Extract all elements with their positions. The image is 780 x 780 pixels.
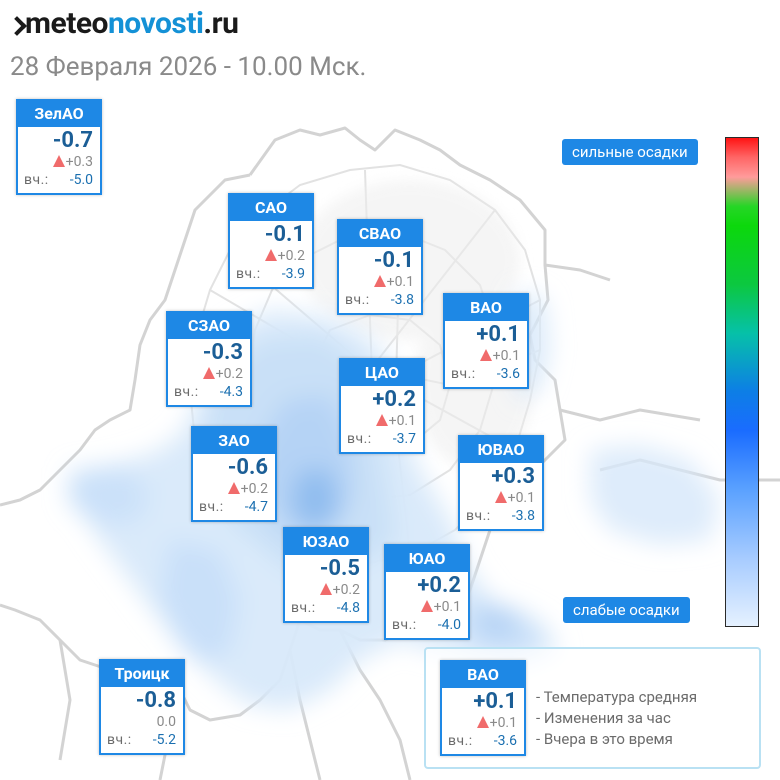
district-change: +0.1: [442, 715, 524, 732]
district-name: ЮЗАО: [285, 529, 367, 555]
increase-triangle-icon: [494, 491, 507, 503]
district-name: ВАО: [442, 662, 524, 688]
district-card-sao: САО -0.1 +0.2 вч.: -3.9: [228, 193, 314, 289]
legend-box: ВАО +0.1 +0.1 вч.: -3.6 - Температура сре…: [424, 647, 761, 769]
district-name: ЦАО: [341, 360, 423, 386]
increase-triangle-icon: [476, 716, 489, 728]
district-card-svao: СВАО -0.1 +0.1 вч.: -3.8: [337, 219, 423, 315]
increase-triangle-icon: [202, 367, 215, 379]
increase-triangle-icon: [420, 600, 433, 612]
district-yesterday: вч.: -3.8: [345, 292, 414, 308]
district-change: +0.1: [339, 274, 421, 291]
district-card-zelao: ЗелАО -0.7 +0.3 вч.: -5.0: [16, 99, 102, 195]
district-yesterday: вч.: -4.0: [392, 617, 461, 633]
district-temperature: +0.1: [476, 322, 520, 347]
increase-triangle-icon: [227, 482, 240, 494]
district-yesterday: вч.: -4.3: [174, 384, 243, 400]
district-card-cao: ЦАО +0.2 +0.1 вч.: -3.7: [339, 358, 425, 454]
precip-low-label: слабые осадки: [563, 597, 690, 623]
district-yesterday: вч.: -5.0: [24, 172, 93, 188]
district-temperature: -0.1: [373, 248, 414, 273]
district-temperature: -0.5: [319, 556, 360, 581]
district-temperature: +0.3: [491, 464, 535, 489]
district-temperature: -0.8: [135, 688, 176, 713]
district-yesterday: вч.: -3.8: [466, 508, 535, 524]
forecast-date-title: 28 Февраля 2026 - 10.00 Мск.: [10, 52, 367, 82]
district-card-yuao: ЮАО +0.2 +0.1 вч.: -4.0: [384, 544, 470, 640]
district-yesterday: вч.: -3.9: [236, 266, 305, 282]
increase-triangle-icon: [264, 249, 277, 261]
district-card-vao: ВАО +0.1 +0.1 вч.: -3.6: [443, 293, 529, 389]
district-yesterday: вч.: -3.6: [451, 366, 520, 382]
district-name: Троицк: [101, 661, 183, 687]
district-yesterday: вч.: -3.7: [347, 431, 416, 447]
legend-sample-card: ВАО +0.1 +0.1 вч.: -3.6: [440, 660, 526, 756]
district-yesterday: вч.: -3.6: [448, 733, 517, 749]
district-change: +0.2: [285, 582, 367, 599]
district-name: САО: [230, 195, 312, 221]
increase-triangle-icon: [52, 155, 65, 167]
district-temperature: +0.2: [372, 387, 416, 412]
increase-triangle-icon: [373, 275, 386, 287]
district-card-yuzao: ЮЗАО -0.5 +0.2 вч.: -4.8: [283, 527, 369, 623]
district-name: ЮАО: [386, 546, 468, 572]
district-temperature: -0.7: [52, 128, 93, 153]
district-card-szao: СЗАО -0.3 +0.2 вч.: -4.3: [166, 311, 252, 407]
district-change: +0.3: [18, 154, 100, 171]
increase-triangle-icon: [479, 349, 492, 361]
district-yesterday: вч.: -5.2: [107, 732, 176, 748]
district-name: ВАО: [445, 295, 527, 321]
district-name: ЗАО: [193, 428, 275, 454]
district-change: +0.1: [460, 490, 542, 507]
legend-line-change: - Изменения за час: [536, 709, 671, 727]
district-card-yuvao: ЮВАО +0.3 +0.1 вч.: -3.8: [458, 435, 544, 531]
district-change: +0.1: [386, 599, 468, 616]
district-temperature: -0.3: [202, 340, 243, 365]
district-temperature: +0.2: [417, 573, 461, 598]
increase-triangle-icon: [319, 583, 332, 595]
district-name: СВАО: [339, 221, 421, 247]
district-change: 0.0: [156, 714, 176, 730]
site-logo[interactable]: meteonovosti.ru: [10, 6, 239, 42]
legend-line-temperature: - Температура средняя: [536, 688, 698, 706]
logo-chevron-icon: [10, 15, 24, 35]
district-name: ЗелАО: [18, 101, 100, 127]
legend-descriptions: - Температура средняя - Изменения за час…: [536, 687, 697, 750]
legend-line-yesterday: - Вчера в это время: [536, 730, 673, 748]
district-card-zao: ЗАО -0.6 +0.2 вч.: -4.7: [191, 426, 277, 522]
district-name: СЗАО: [168, 313, 250, 339]
precipitation-color-scale: [725, 137, 759, 627]
district-change: +0.1: [341, 413, 423, 430]
district-change: +0.1: [445, 348, 527, 365]
district-temperature: -0.1: [264, 222, 305, 247]
precip-high-label: сильные осадки: [562, 139, 698, 165]
district-card-troitsk: Троицк -0.8 0.0 вч.: -5.2: [99, 659, 185, 755]
district-change: +0.2: [230, 248, 312, 265]
district-yesterday: вч.: -4.8: [291, 600, 360, 616]
district-name: ЮВАО: [460, 437, 542, 463]
district-yesterday: вч.: -4.7: [199, 499, 268, 515]
increase-triangle-icon: [375, 414, 388, 426]
district-change: +0.2: [168, 366, 250, 383]
district-temperature: +0.1: [473, 689, 517, 714]
district-change: +0.2: [193, 481, 275, 498]
district-temperature: -0.6: [227, 455, 268, 480]
